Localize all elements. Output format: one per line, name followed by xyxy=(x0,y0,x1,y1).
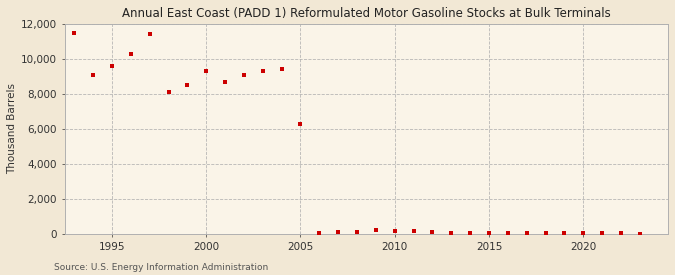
Y-axis label: Thousand Barrels: Thousand Barrels xyxy=(7,83,17,174)
Point xyxy=(371,228,381,233)
Point xyxy=(314,230,325,235)
Point xyxy=(578,231,589,236)
Point xyxy=(88,72,99,77)
Point xyxy=(295,122,306,126)
Point xyxy=(597,231,608,236)
Point xyxy=(69,31,80,35)
Point xyxy=(219,79,230,84)
Point xyxy=(427,229,438,234)
Point xyxy=(521,231,532,236)
Point xyxy=(107,64,117,68)
Point xyxy=(201,69,212,73)
Point xyxy=(333,230,344,234)
Point xyxy=(257,69,268,73)
Point xyxy=(389,229,400,233)
Point xyxy=(238,72,249,77)
Point xyxy=(464,231,475,235)
Point xyxy=(634,232,645,236)
Point xyxy=(163,90,174,94)
Point xyxy=(144,32,155,37)
Point xyxy=(483,231,494,236)
Point xyxy=(182,83,193,87)
Point xyxy=(540,231,551,236)
Point xyxy=(616,231,626,236)
Point xyxy=(502,231,513,236)
Title: Annual East Coast (PADD 1) Reformulated Motor Gasoline Stocks at Bulk Terminals: Annual East Coast (PADD 1) Reformulated … xyxy=(122,7,611,20)
Text: Source: U.S. Energy Information Administration: Source: U.S. Energy Information Administ… xyxy=(54,263,268,272)
Point xyxy=(408,229,419,233)
Point xyxy=(126,51,136,56)
Point xyxy=(352,230,362,234)
Point xyxy=(559,231,570,235)
Point xyxy=(446,230,457,235)
Point xyxy=(276,67,287,72)
